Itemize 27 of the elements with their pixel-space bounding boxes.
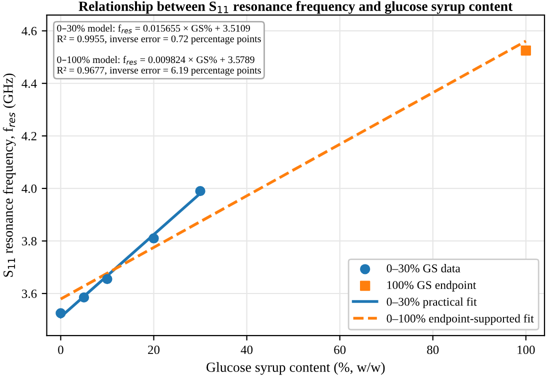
legend-label: 0–100% endpoint-supported fit (386, 314, 534, 325)
legend-label: 0–30% GS data (386, 264, 460, 272)
x-tick-label: 0 (58, 346, 64, 354)
y-tick-label: 3.6 (22, 290, 37, 298)
y-tick-label: 4.6 (22, 26, 37, 36)
point (56, 308, 66, 318)
legend-label: 100% GS endpoint (387, 280, 476, 292)
annotation: 0–100% model: f$_{res}$ = 0.009824 × GS% + 3.5789 R² = 0.9677, inverse error = 6.19 percentage points (56, 56, 261, 76)
y-tick-label: 4.2 (22, 132, 36, 140)
chart-title: Relationship between S$_{11}$ resonance frequency and glucose syrup content (78, 1, 513, 14)
legend-label: 0–30% practical fit (386, 297, 477, 308)
x-tick-label: 40 (240, 346, 253, 354)
y-tick-label: 4.4 (22, 79, 37, 88)
point (102, 274, 112, 284)
y-tick-label: 3.8 (22, 236, 37, 246)
annotation: 0–30% model: f$_{res}$ = 0.015655 × GS% + 3.5109 R² = 0.9955, inverse error = 0.72 percentage points (56, 24, 261, 44)
point (195, 186, 206, 196)
x-axis-title: Glucose syrup content (%, w/w) (206, 362, 385, 375)
y-axis-title: S$_{11}$ resonance frequency, f$_{res}$ (GHz) (2, 74, 16, 277)
x-tick-label: 60 (334, 346, 346, 354)
point (148, 233, 159, 244)
x-tick-label: 20 (148, 346, 160, 354)
x-tick-label: 100 (518, 346, 535, 354)
x-tick-label: 80 (427, 346, 439, 354)
point (520, 45, 531, 56)
point (78, 292, 90, 303)
y-tick-label: 4.0 (22, 184, 37, 193)
